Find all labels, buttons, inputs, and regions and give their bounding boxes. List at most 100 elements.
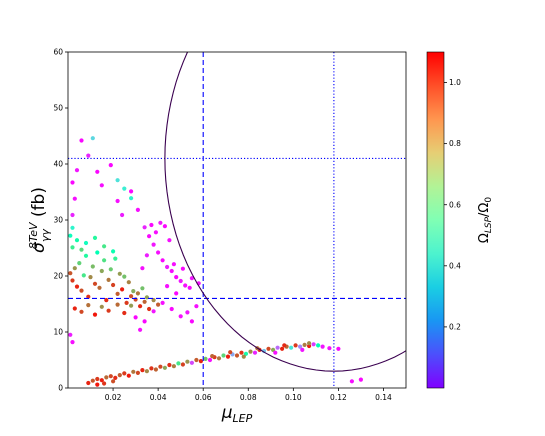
- data-point: [216, 356, 222, 361]
- data-point: [221, 353, 226, 358]
- x-tick-label: 0.08: [240, 393, 257, 402]
- data-point: [92, 235, 98, 240]
- data-point: [311, 342, 316, 347]
- data-point: [102, 258, 107, 263]
- data-point: [300, 347, 305, 352]
- y-tick-label: 20: [53, 272, 63, 281]
- data-point: [68, 271, 73, 276]
- data-point: [131, 289, 136, 294]
- data-point: [74, 168, 80, 173]
- data-point: [185, 359, 190, 364]
- data-point: [117, 271, 122, 276]
- data-point: [122, 310, 127, 316]
- data-point: [169, 268, 174, 274]
- data-point: [273, 350, 278, 355]
- data-point: [275, 345, 280, 350]
- contour-ellipse: [164, 52, 406, 372]
- data-point: [153, 230, 158, 235]
- data-point: [180, 362, 185, 367]
- data-point: [115, 291, 120, 296]
- data-point: [115, 198, 120, 204]
- data-point: [144, 253, 149, 258]
- data-point: [203, 356, 208, 361]
- data-point: [102, 244, 107, 249]
- data-point: [111, 379, 116, 384]
- data-point: [106, 277, 111, 282]
- data-point: [126, 280, 131, 285]
- data-point: [198, 359, 203, 364]
- data-point: [174, 291, 179, 296]
- data-point: [95, 250, 100, 255]
- data-point: [70, 180, 75, 185]
- data-point: [138, 327, 143, 332]
- data-point: [68, 233, 73, 238]
- data-point: [160, 300, 165, 305]
- data-point: [210, 354, 215, 359]
- y-tick-label: 10: [53, 328, 63, 337]
- data-point: [252, 350, 258, 355]
- data-point: [72, 196, 77, 201]
- data-point: [241, 354, 246, 359]
- data-point: [99, 304, 104, 309]
- data-point: [122, 186, 127, 191]
- x-tick-label: 0.06: [195, 393, 212, 402]
- data-point: [162, 224, 167, 229]
- y-tick-label: 50: [53, 104, 63, 113]
- x-tick-label: 0.10: [285, 393, 302, 402]
- data-point: [169, 306, 174, 312]
- data-point: [293, 343, 298, 348]
- data-point: [162, 365, 167, 370]
- data-point: [302, 342, 307, 347]
- data-point: [99, 183, 104, 188]
- data-point: [83, 240, 89, 246]
- data-point: [239, 350, 244, 355]
- data-point: [126, 373, 131, 378]
- data-point: [144, 295, 149, 300]
- data-point: [248, 349, 253, 354]
- data-point: [77, 261, 82, 266]
- x-tick-label: 0.12: [330, 393, 347, 402]
- data-point: [104, 298, 109, 303]
- data-point: [349, 379, 354, 384]
- data-point: [167, 238, 172, 243]
- data-point: [171, 364, 176, 369]
- data-point: [99, 378, 104, 383]
- data-point: [79, 309, 84, 314]
- data-point: [70, 340, 75, 345]
- data-point: [79, 247, 84, 252]
- data-point: [189, 360, 194, 365]
- data-point: [79, 138, 84, 143]
- data-point: [147, 306, 152, 312]
- data-point: [104, 375, 109, 380]
- data-point: [135, 207, 140, 212]
- data-point: [81, 273, 86, 278]
- data-point: [108, 267, 113, 272]
- data-point: [171, 262, 176, 267]
- data-point: [72, 306, 77, 311]
- data-point: [165, 284, 170, 289]
- data-point: [95, 382, 100, 387]
- data-point: [95, 169, 100, 174]
- data-point: [97, 285, 102, 290]
- data-point: [158, 364, 163, 369]
- data-point: [234, 353, 240, 358]
- data-point: [120, 212, 125, 218]
- data-point: [138, 304, 143, 309]
- data-point: [68, 332, 73, 337]
- colorbar-ticks: 0.2 0.4 0.6 0.8 1.0: [444, 78, 461, 332]
- data-point: [282, 343, 287, 348]
- colorbar-label: ΩLSP/Ω0: [477, 197, 494, 243]
- data-point: [90, 136, 95, 141]
- data-point: [115, 178, 120, 183]
- data-point: [129, 189, 134, 194]
- data-point: [74, 238, 80, 243]
- data-point: [72, 266, 77, 271]
- data-point: [70, 225, 75, 230]
- data-point: [189, 319, 194, 324]
- colorbar-tick-label: 0.8: [449, 139, 461, 148]
- data-point: [92, 312, 98, 317]
- data-point: [180, 266, 185, 271]
- data-point: [124, 300, 129, 305]
- x-axis-ticks: 0.02 0.04 0.06 0.08 0.10 0.12 0.14: [105, 388, 392, 402]
- x-tick-label: 0.14: [375, 393, 392, 402]
